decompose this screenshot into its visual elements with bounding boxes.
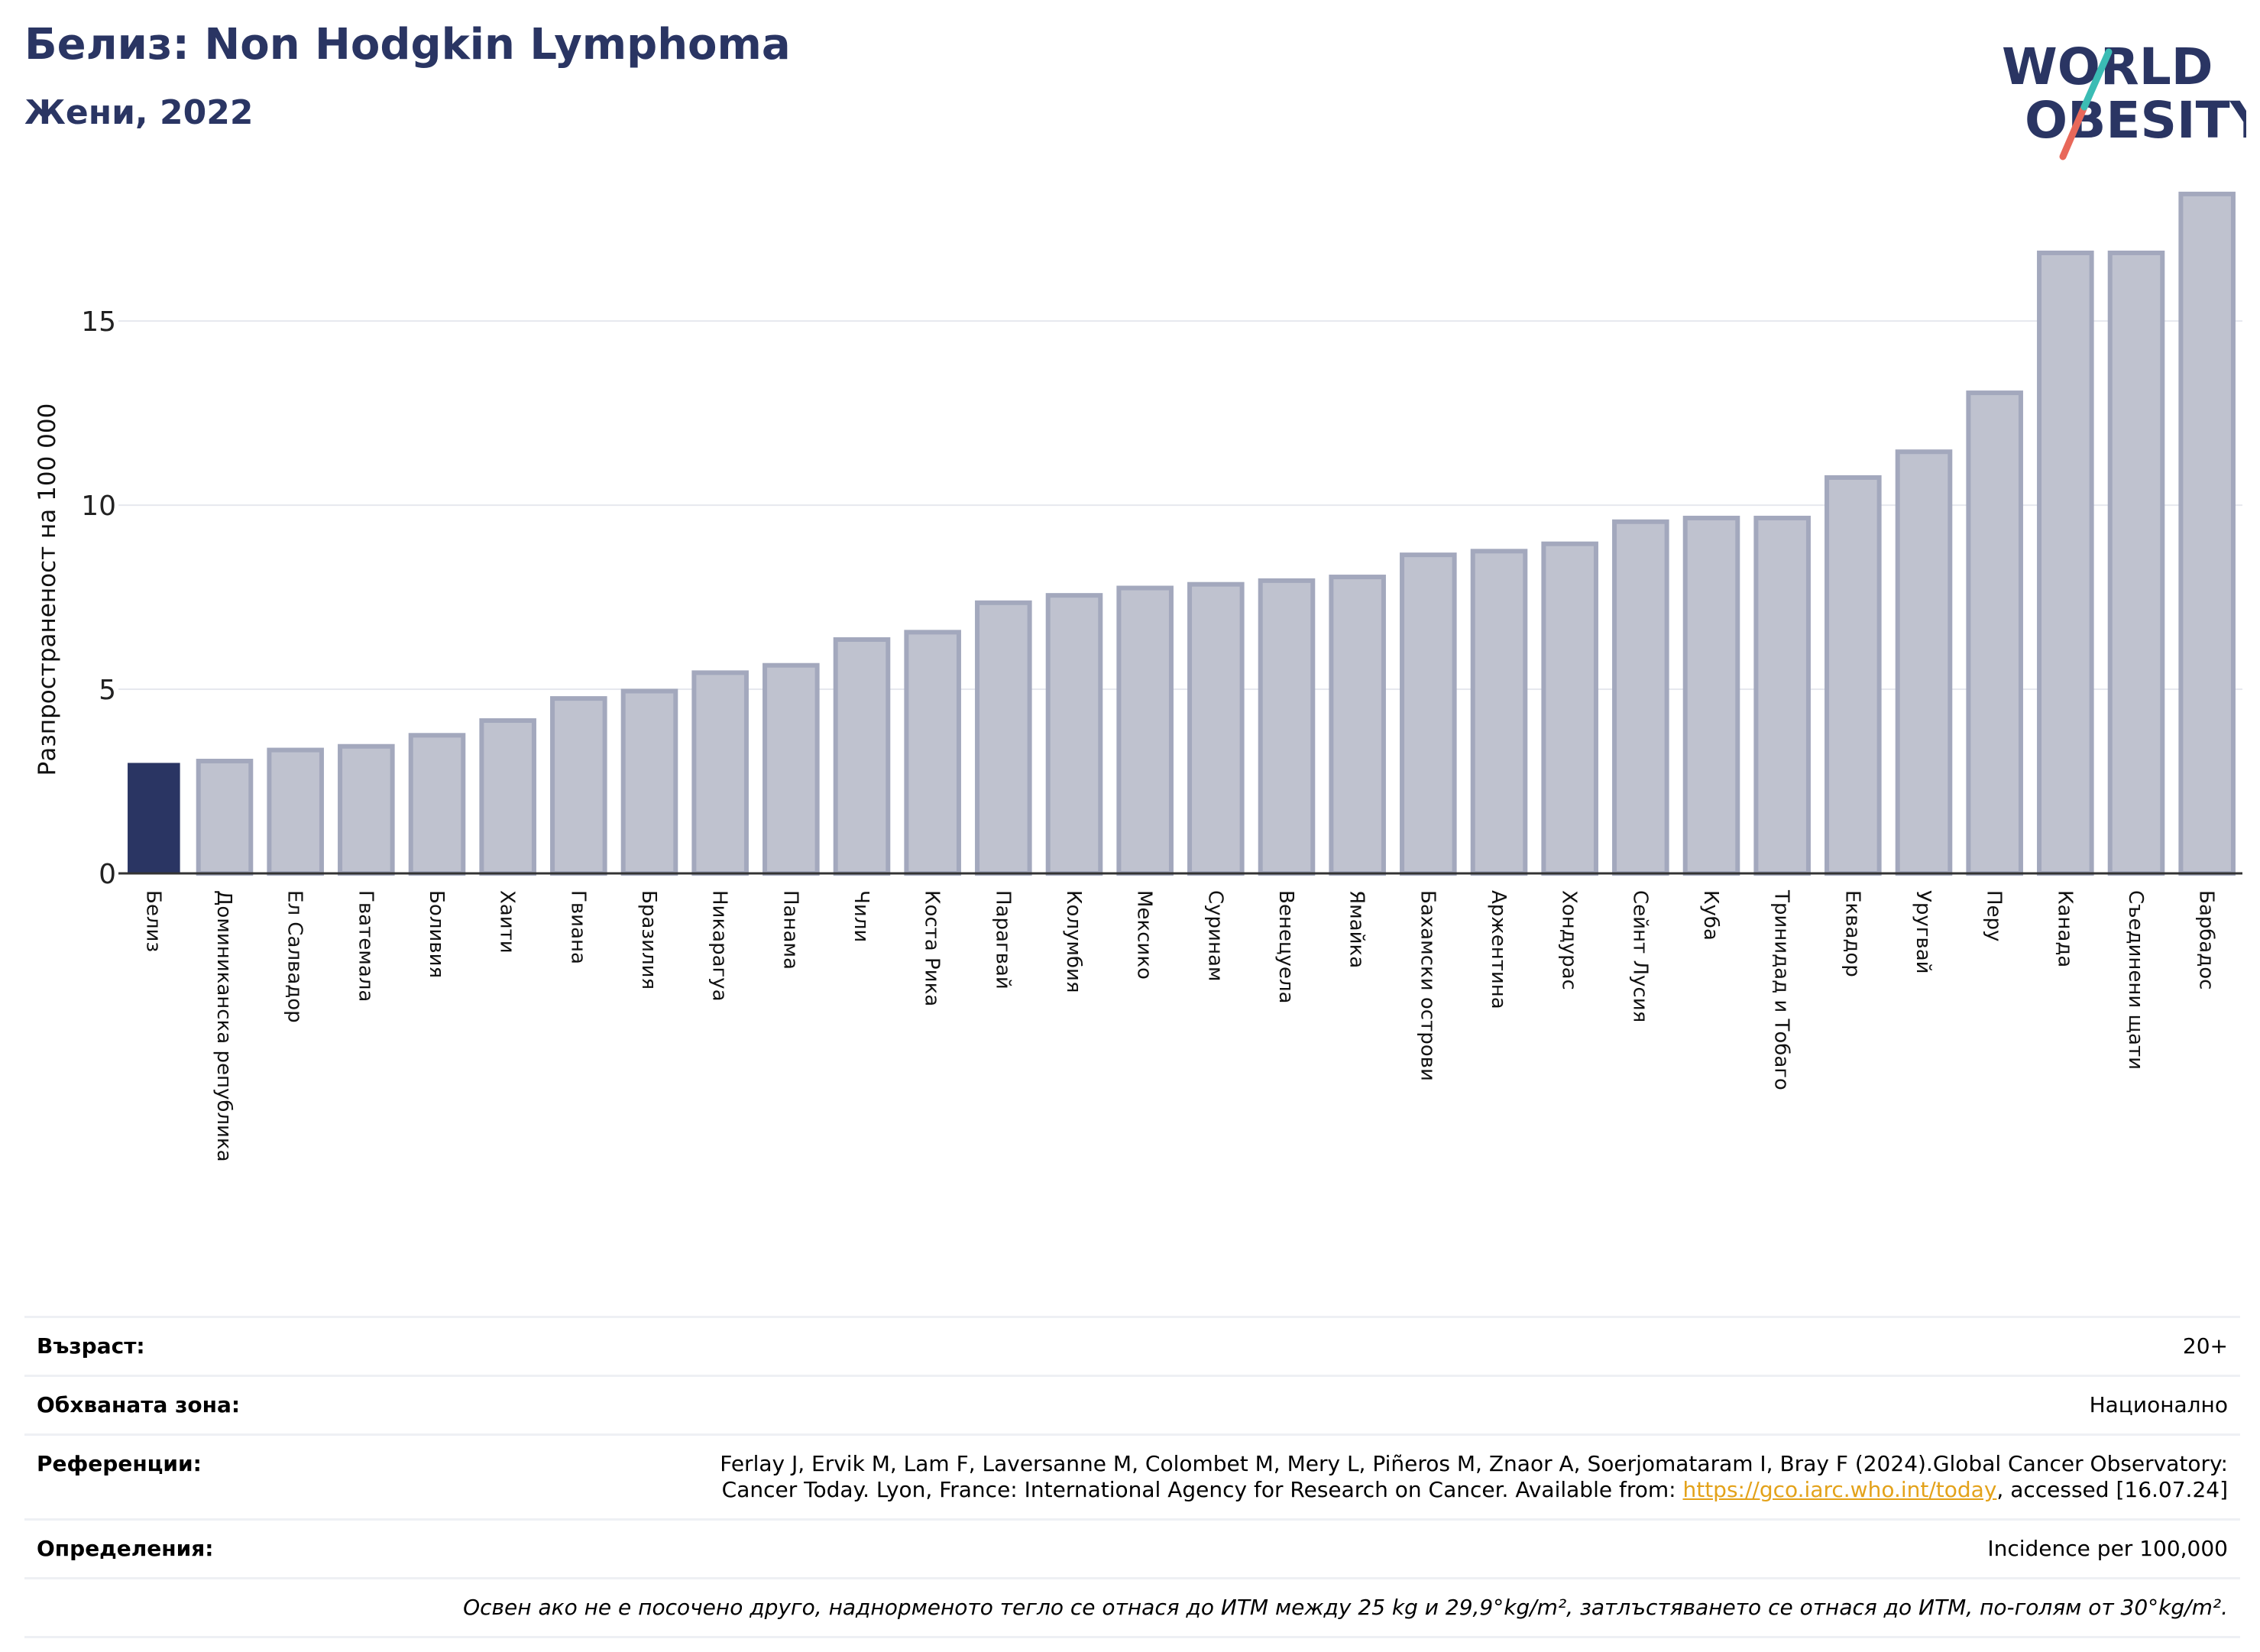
bar xyxy=(1400,552,1457,876)
info-row-age: Възраст: 20+ xyxy=(24,1316,2240,1375)
bar xyxy=(550,696,607,876)
bar xyxy=(1187,581,1245,876)
references-line-1: Ferlay J, Ervik M, Lam F, Laversanne M, … xyxy=(720,1451,2228,1476)
x-tick-label: Доминиканска република xyxy=(212,890,235,1162)
bar xyxy=(975,600,1032,876)
x-tick-label: Хаити xyxy=(496,890,519,954)
area-value: Национално xyxy=(2089,1392,2228,1417)
references-line-2-pre: Cancer Today. Lyon, France: Internationa… xyxy=(721,1477,1683,1502)
bar xyxy=(904,630,961,876)
info-table: Възраст: 20+ Обхваната зона: Национално … xyxy=(24,1316,2240,1638)
logo-slash-teal xyxy=(2080,48,2113,111)
references-line-2-post: , accessed [16.07.24] xyxy=(1996,1477,2228,1502)
area-label: Обхваната зона: xyxy=(37,1392,241,1417)
x-tick-label: Еквадор xyxy=(1841,890,1863,977)
definitions-value: Incidence per 100,000 xyxy=(1987,1536,2228,1561)
y-tick-label: 0 xyxy=(99,859,116,890)
bar xyxy=(1541,541,1598,876)
y-axis-label: Разпространеност на 100 000 xyxy=(34,403,61,776)
bar xyxy=(1116,585,1174,876)
page-title: Белиз: Non Hodgkin Lymphoma xyxy=(24,20,791,70)
logo-line-2: OBESITY xyxy=(2025,91,2246,150)
x-tick-label: Суринам xyxy=(1203,890,1226,982)
bar xyxy=(338,743,395,876)
bar xyxy=(691,670,749,876)
bar-chart: 0 5 10 15 Разпространеност на 100 000 Белиз До… xyxy=(34,191,2242,1162)
x-tick-label: Гвиана xyxy=(566,890,589,964)
x-tick-label: Аржентина xyxy=(1487,890,1510,1009)
bar xyxy=(1470,549,1528,876)
x-tick-label: Канада xyxy=(2053,890,2076,967)
y-tick-label: 5 xyxy=(99,675,116,706)
x-tick-label: Парагвай xyxy=(991,890,1014,990)
page-subtitle: Жени, 2022 xyxy=(24,93,254,132)
definitions-label: Определения: xyxy=(37,1536,214,1561)
x-tick-label: Колумбия xyxy=(1062,890,1085,993)
logo-line-1: WORLD xyxy=(2002,37,2213,96)
x-tick-label: Хондурас xyxy=(1558,890,1581,990)
bar xyxy=(1045,593,1103,876)
bar xyxy=(1753,515,1811,876)
bar xyxy=(1258,578,1316,876)
references-link[interactable]: https://gco.iarc.who.int/today xyxy=(1682,1477,1997,1502)
bar xyxy=(2107,250,2165,876)
y-tick-label: 15 xyxy=(81,306,116,338)
y-tick-label: 10 xyxy=(81,491,116,522)
bar xyxy=(1895,449,1953,876)
x-tick-label: Тринидад и Тобаго xyxy=(1770,889,1793,1090)
bar xyxy=(1682,515,1740,876)
x-tick-label: Белиз xyxy=(141,890,164,952)
world-obesity-logo: WORLD OBESITY xyxy=(2002,37,2246,160)
bar xyxy=(408,733,466,876)
x-tick-label: Куба xyxy=(1699,890,1722,941)
info-row-area: Обхваната зона: Национално xyxy=(24,1375,2240,1433)
references-label: Референции: xyxy=(37,1451,202,1476)
x-tick-label: Бразилия xyxy=(637,890,660,990)
info-row-references: Референции: Ferlay J, Ervik M, Lam F, La… xyxy=(24,1433,2240,1518)
x-tick-label: Бахамски острови xyxy=(1416,890,1439,1081)
x-tick-label: Барбадос xyxy=(2195,890,2218,990)
bar xyxy=(479,718,536,876)
bar xyxy=(833,637,891,876)
x-tick-label: Ел Салвадор xyxy=(283,890,306,1023)
bar xyxy=(1329,575,1386,876)
x-tick-label: Панама xyxy=(779,890,801,970)
bar xyxy=(1825,475,1882,876)
x-tick-label: Боливия xyxy=(425,890,448,978)
bar xyxy=(196,759,254,876)
x-tick-label: Гватемала xyxy=(354,890,377,1002)
bar xyxy=(2037,250,2094,876)
age-label: Възраст: xyxy=(37,1333,145,1359)
bar xyxy=(128,763,180,873)
bar xyxy=(1966,390,2023,876)
bar xyxy=(620,688,678,876)
bar xyxy=(1612,519,1669,876)
bar xyxy=(763,662,820,876)
x-tick-label: Никарагуа xyxy=(708,890,731,1002)
x-tick-label: Сейнт Лусия xyxy=(1628,890,1651,1022)
x-tick-label: Перу xyxy=(1983,890,2006,941)
x-tick-label: Мексико xyxy=(1133,890,1156,980)
x-tick-label: Съединени щати xyxy=(2124,890,2147,1070)
info-row-note: Освен ако не е посочено друго, наднормен… xyxy=(24,1577,2240,1638)
footnote: Освен ако не е посочено друго, наднормен… xyxy=(463,1595,2228,1620)
bar xyxy=(267,747,324,876)
x-tick-label: Ямайка xyxy=(1345,890,1368,968)
bar xyxy=(2178,191,2236,876)
info-row-definitions: Определения: Incidence per 100,000 xyxy=(24,1518,2240,1577)
age-value: 20+ xyxy=(2182,1333,2228,1359)
x-tick-label: Венецуела xyxy=(1274,890,1297,1003)
x-tick-label: Коста Рика xyxy=(921,890,944,1006)
x-tick-label: Уругвай xyxy=(1912,890,1935,974)
logo-slash-red xyxy=(2059,103,2088,160)
references-value: Ferlay J, Ervik M, Lam F, Laversanne M, … xyxy=(720,1451,2228,1503)
x-tick-label: Чили xyxy=(850,890,873,942)
